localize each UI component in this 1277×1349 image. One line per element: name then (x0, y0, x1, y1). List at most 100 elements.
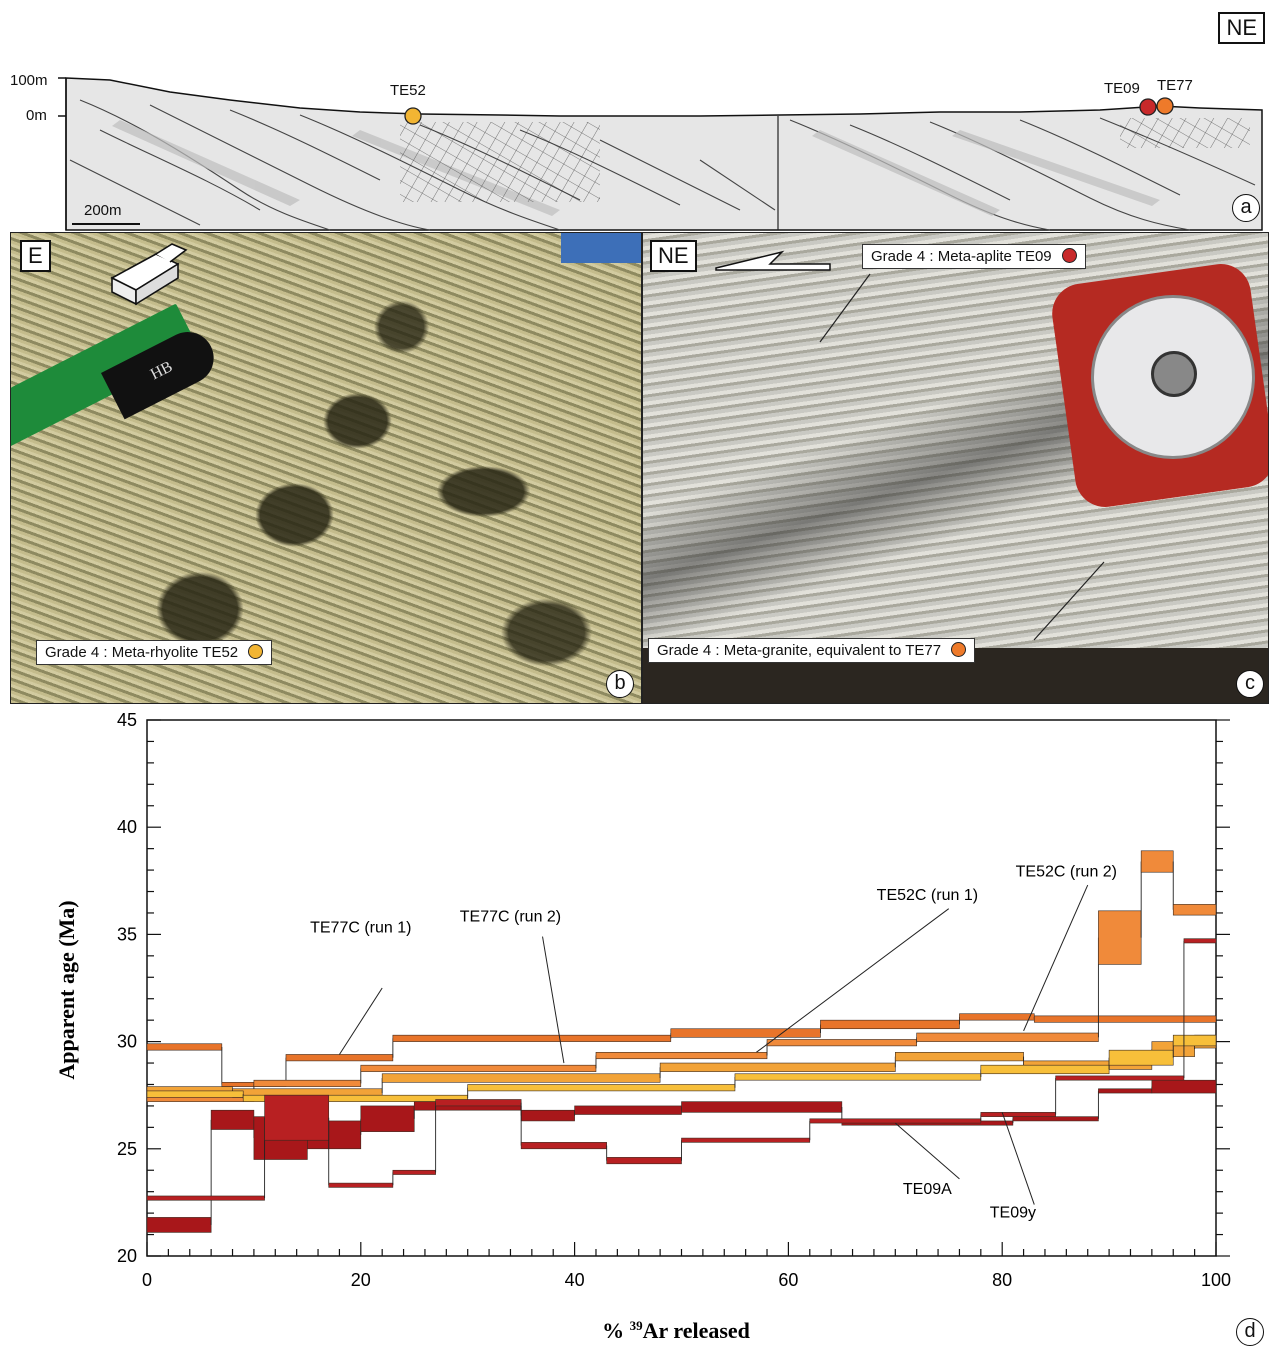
x-axis-label-tail: Ar released (643, 1318, 750, 1343)
step-box (146, 1217, 212, 1233)
cross-section (58, 77, 1263, 231)
x-tick-label: 20 (351, 1270, 371, 1290)
step-box (1140, 850, 1174, 873)
photo-meta-rhyolite: HB (10, 232, 642, 704)
elev-label-0m: 0m (26, 107, 47, 124)
step-box (1183, 938, 1217, 944)
caption-text: Grade 4 : Meta-rhyolite TE52 (45, 644, 239, 661)
step-box (980, 1112, 1056, 1117)
block-diagram-icon (110, 243, 188, 306)
annotation-leader (542, 936, 565, 1064)
orientation-label-e: E (20, 240, 51, 272)
step-box (659, 1062, 896, 1072)
step-box (285, 1054, 394, 1062)
step-box (1172, 1034, 1217, 1047)
sample-dot-icon (248, 644, 264, 659)
annotation-leader (756, 908, 950, 1053)
step-box (681, 1101, 843, 1113)
step-box (392, 1169, 436, 1175)
annotation-leader (894, 1122, 960, 1180)
step-box (1098, 1088, 1153, 1094)
x-axis-label: % 39Ar released (602, 1318, 750, 1343)
step-box (916, 1032, 1099, 1042)
step-box (146, 1043, 223, 1051)
step-box (1108, 1049, 1174, 1066)
step-box (146, 1090, 244, 1098)
step-box (1012, 1116, 1099, 1122)
step-box (681, 1137, 811, 1143)
step-box (1151, 1079, 1217, 1094)
step-box (670, 1028, 821, 1038)
panel-letter-b: b (606, 670, 634, 698)
sample-dot-icon (1061, 248, 1077, 263)
y-tick-label: 40 (117, 817, 137, 837)
x-tick-label: 80 (992, 1270, 1012, 1290)
series-annotation: TE52C (run 1) (877, 887, 978, 904)
x-tick-label: 0 (142, 1270, 152, 1290)
sample-label-te09: TE09 (1104, 80, 1140, 97)
x-tick-label: 100 (1201, 1270, 1231, 1290)
elev-label-100m: 100m (10, 72, 48, 89)
step-box (595, 1052, 768, 1060)
annotation-leader (1001, 1112, 1035, 1205)
step-box (1098, 910, 1142, 965)
step-box (520, 1109, 575, 1122)
orientation-label-ne-photo: NE (650, 240, 697, 272)
step-box (894, 1052, 1024, 1062)
x-tick-label: 60 (778, 1270, 798, 1290)
x-axis-label-sup: 39 (630, 1318, 644, 1333)
series-annotation: TE52C (run 2) (1016, 864, 1117, 881)
caption-text: Grade 4 : Meta-aplite TE09 (871, 248, 1052, 265)
sample-dot-icon (951, 642, 967, 657)
step-box (435, 1099, 522, 1107)
step-box (253, 1079, 362, 1087)
caption-text: Grade 4 : Meta-granite, equivalent to TE… (657, 642, 942, 659)
step-box (820, 1019, 960, 1030)
step-box (734, 1073, 982, 1081)
step-box (467, 1084, 736, 1092)
leader-lines (819, 273, 1105, 641)
sample-marker-te52 (404, 107, 422, 125)
step-box (606, 1157, 682, 1165)
section-body (65, 77, 1263, 231)
series-annotation: TE09y (990, 1204, 1036, 1221)
series-annotation: TE77C (run 1) (310, 919, 411, 936)
annotation-leader (338, 987, 383, 1055)
scale-label: 200m (84, 202, 122, 219)
step-box (360, 1105, 415, 1132)
panel-letter-d: d (1236, 1318, 1264, 1346)
y-tick-label: 30 (117, 1032, 137, 1052)
step-box (980, 1064, 1110, 1075)
step-box (1055, 1075, 1185, 1081)
step-box (242, 1094, 469, 1102)
step-box (1033, 1015, 1217, 1023)
y-tick-label: 20 (117, 1246, 137, 1266)
series-annotation: TE77C (run 2) (460, 909, 561, 926)
series-annotation: TE09A (903, 1181, 952, 1198)
step-box (146, 1195, 265, 1201)
orientation-label-ne: NE (1218, 12, 1265, 44)
y-tick-label: 25 (117, 1139, 137, 1159)
step-box (328, 1182, 394, 1188)
hatched-zone (400, 122, 600, 202)
panel-letter-c: c (1236, 670, 1264, 698)
step-box (574, 1105, 682, 1115)
plot-frame (146, 719, 1217, 1257)
sample-label-te52: TE52 (390, 82, 426, 99)
step-box (210, 1109, 255, 1130)
step-box (392, 1034, 672, 1042)
caption-meta-aplite: Grade 4 : Meta-aplite TE09 (862, 244, 1086, 269)
y-axis-label: Apparent age (Ma) (54, 900, 79, 1079)
caption-meta-rhyolite: Grade 4 : Meta-rhyolite TE52 (36, 640, 273, 665)
x-axis-label-main: % (602, 1318, 630, 1343)
step-box (381, 1073, 661, 1083)
photo-meta-granite (642, 232, 1269, 704)
step-box (959, 1013, 1035, 1021)
annotation-leader (1023, 884, 1089, 1032)
shear-sense-arrow-icon (715, 250, 831, 271)
step-box (360, 1064, 597, 1072)
sample-marker-te77 (1156, 97, 1174, 115)
y-tick-label: 35 (117, 924, 137, 944)
x-tick-label: 40 (565, 1270, 585, 1290)
